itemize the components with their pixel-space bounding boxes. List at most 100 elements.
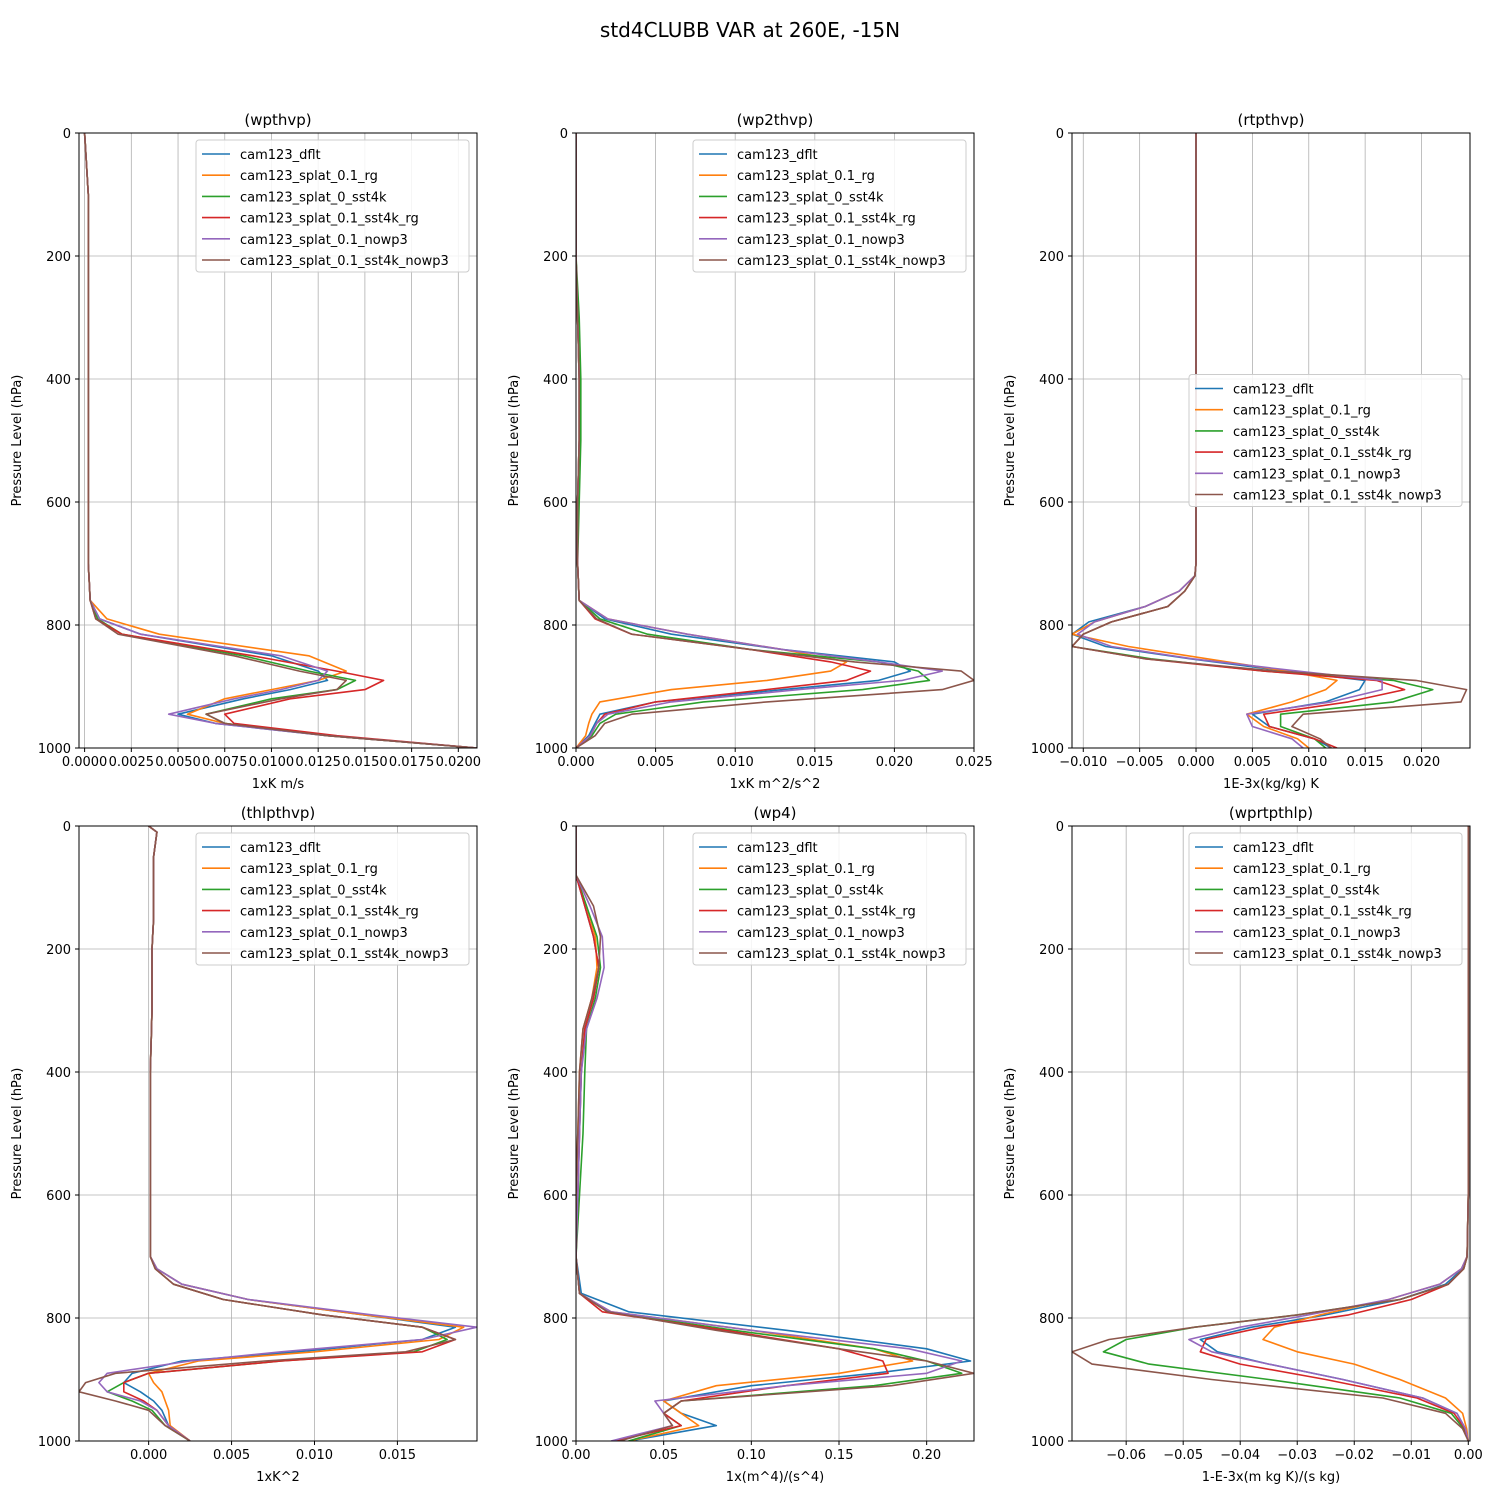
- x-tick-label: 0.020: [876, 755, 913, 770]
- axes-frame: [78, 132, 478, 749]
- subplot-title: (rtpthvp): [1237, 111, 1304, 129]
- legend: cam123_dflt cam123_splat_0.1_rg cam123_spl…: [195, 139, 470, 273]
- x-tick-label: −0.005: [1116, 755, 1164, 770]
- y-tick-label: 1000: [535, 742, 568, 757]
- y-tick-label: 800: [1039, 619, 1064, 634]
- legend-entry: cam123_splat_0.1_sst4k_rg: [737, 905, 916, 920]
- y-tick-label: 400: [1039, 373, 1064, 388]
- y-tick-label: 800: [1039, 1312, 1064, 1327]
- legend-entry: cam123_splat_0.1_sst4k_nowp3: [1233, 947, 1442, 962]
- axes-frame: [1071, 825, 1471, 1442]
- y-tick-label: 800: [46, 1312, 71, 1327]
- legend-entry: cam123_splat_0.1_sst4k_rg: [1233, 446, 1412, 461]
- legend-entry: cam123_splat_0.1_sst4k_nowp3: [737, 254, 946, 269]
- axes-frame: [575, 132, 975, 749]
- legend-entry: cam123_splat_0.1_nowp3: [1233, 467, 1401, 482]
- legend-entry: cam123_splat_0_sst4k: [1233, 425, 1380, 440]
- y-tick-label: 0: [560, 820, 568, 835]
- y-axis-label: Pressure Level (hPa): [10, 1068, 25, 1200]
- y-axis-label: Pressure Level (hPa): [10, 375, 25, 507]
- x-axis-label: 1x(m^4)/(s^4): [726, 1470, 824, 1485]
- series-line-cam123_splat_0_sst4k: [576, 133, 931, 748]
- figure-title: std4CLUBB VAR at 260E, -15N: [600, 18, 900, 42]
- legend-entry: cam123_splat_0_sst4k: [240, 883, 387, 898]
- legend-entry: cam123_splat_0.1_rg: [737, 862, 875, 877]
- axes-frame: [1071, 132, 1471, 749]
- y-tick-label: 200: [1039, 250, 1064, 265]
- subplot-title: (thlpthvp): [241, 804, 316, 822]
- y-tick-label: 1000: [38, 1435, 71, 1450]
- y-tick-label: 0: [1056, 820, 1064, 835]
- subplot-2: 0.000 0.005 0.010 0.015 0.020 0.025 0 200 400 600…: [507, 111, 993, 792]
- y-tick-label: 400: [46, 1066, 71, 1081]
- legend-entry: cam123_splat_0.1_sst4k_nowp3: [1233, 489, 1442, 504]
- legend-box: [195, 139, 470, 273]
- y-axis-label: Pressure Level (hPa): [507, 375, 522, 507]
- x-tick-label: 0.20: [912, 1448, 941, 1463]
- legend-box: [1188, 832, 1463, 966]
- x-tick-label: 0.00: [1454, 1448, 1483, 1463]
- y-tick-label: 0: [63, 127, 71, 142]
- subplot-3: −0.010 −0.005 0.000 0.005 0.010 0.015 0.020 0 20…: [1003, 111, 1471, 792]
- x-tick-label: −0.04: [1220, 1448, 1260, 1463]
- subplot-6: −0.06 −0.05 −0.04 −0.03 −0.02 −0.01 0.00 0 200 40…: [1003, 804, 1483, 1485]
- y-axis-label: Pressure Level (hPa): [1003, 375, 1018, 507]
- y-tick-label: 800: [543, 1312, 568, 1327]
- subplot-5: 0.00 0.05 0.10 0.15 0.20 0 200 400 600 800 1000 (wp…: [507, 804, 975, 1485]
- y-tick-label: 200: [543, 250, 568, 265]
- y-tick-label: 400: [543, 373, 568, 388]
- y-tick-label: 600: [46, 496, 71, 511]
- series-line-cam123_splat_0.1_sst4k_nowp3: [576, 826, 974, 1441]
- x-tick-label: 0.0150: [342, 755, 388, 770]
- y-tick-label: 200: [46, 943, 71, 958]
- x-tick-label: 0.0050: [155, 755, 201, 770]
- x-tick-label: 0.0100: [249, 755, 295, 770]
- x-tick-label: 0.00: [562, 1448, 591, 1463]
- legend-entry: cam123_splat_0.1_sst4k_nowp3: [240, 254, 449, 269]
- legend-entry: cam123_splat_0.1_nowp3: [1233, 926, 1401, 941]
- legend-entry: cam123_splat_0.1_nowp3: [240, 926, 408, 941]
- y-axis-label: Pressure Level (hPa): [507, 1068, 522, 1200]
- x-tick-label: 0.020: [1403, 755, 1440, 770]
- y-tick-label: 0: [1056, 127, 1064, 142]
- x-tick-label: 0.005: [213, 1448, 250, 1463]
- legend-entry: cam123_splat_0.1_rg: [1233, 862, 1371, 877]
- legend-entry: cam123_splat_0_sst4k: [737, 190, 884, 205]
- axes-frame: [78, 825, 478, 1442]
- x-tick-label: 0.0025: [109, 755, 155, 770]
- series-line-cam123_splat_0.1_sst4k_nowp3: [576, 133, 974, 748]
- x-tick-label: 0.010: [717, 755, 754, 770]
- x-tick-label: −0.01: [1391, 1448, 1431, 1463]
- x-tick-label: 0.025: [955, 755, 992, 770]
- y-tick-label: 400: [46, 373, 71, 388]
- legend-entry: cam123_dflt: [1233, 383, 1314, 398]
- legend-entry: cam123_dflt: [1233, 841, 1314, 856]
- x-tick-label: 0.0000: [62, 755, 108, 770]
- subplot-4: 0.000 0.005 0.010 0.015 0 200 400 600 800 1000 (th…: [10, 804, 478, 1485]
- x-tick-label: 0.010: [1290, 755, 1327, 770]
- y-tick-label: 800: [543, 619, 568, 634]
- x-tick-label: 0.0075: [202, 755, 248, 770]
- y-tick-label: 0: [63, 820, 71, 835]
- y-tick-label: 200: [543, 943, 568, 958]
- x-tick-label: −0.05: [1163, 1448, 1203, 1463]
- x-tick-label: −0.010: [1059, 755, 1107, 770]
- x-tick-label: 0.015: [796, 755, 833, 770]
- axes-frame: [575, 825, 975, 1442]
- x-axis-label: 1xK m^2/s^2: [730, 777, 821, 792]
- subplot-1: 0.0000 0.0025 0.0050 0.0075 0.0100 0.0125 0.01…: [10, 111, 481, 792]
- x-tick-label: 0.0175: [389, 755, 435, 770]
- x-tick-label: 0.000: [1177, 755, 1214, 770]
- subplot-title: (wp2thvp): [737, 111, 814, 129]
- x-tick-label: 0.000: [557, 755, 594, 770]
- legend-entry: cam123_splat_0.1_rg: [240, 169, 378, 184]
- legend-box: [1188, 374, 1463, 507]
- legend-entry: cam123_splat_0.1_rg: [240, 862, 378, 877]
- y-tick-label: 400: [543, 1066, 568, 1081]
- subplot-title: (wprtpthlp): [1229, 804, 1313, 822]
- legend: cam123_dflt cam123_splat_0.1_rg cam123_spl…: [195, 832, 470, 966]
- y-tick-label: 400: [1039, 1066, 1064, 1081]
- legend-entry: cam123_splat_0.1_rg: [1233, 404, 1371, 419]
- legend-entry: cam123_splat_0_sst4k: [737, 883, 884, 898]
